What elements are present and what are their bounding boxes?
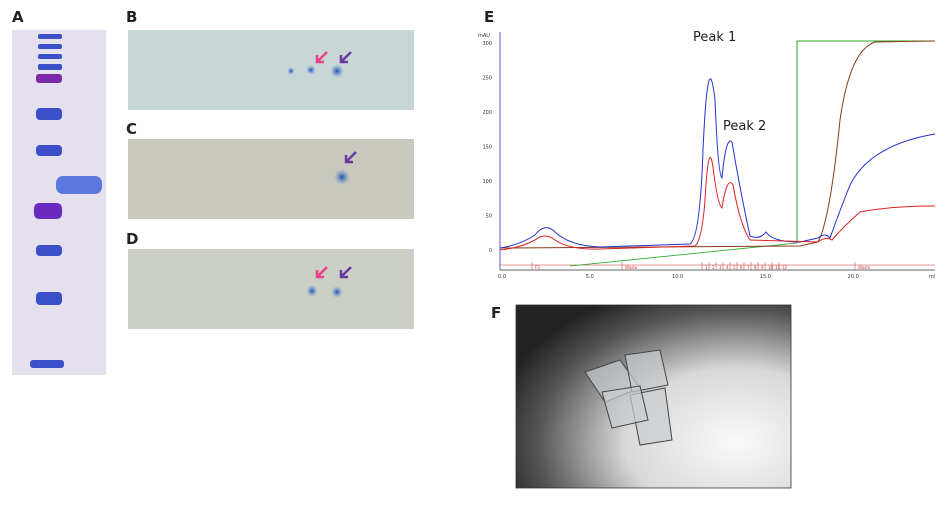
fraction-label: 2 <box>712 265 715 270</box>
gel-strip <box>128 249 414 329</box>
y-tick-label: 0 <box>489 248 492 254</box>
fraction-label: 11 <box>775 265 781 270</box>
fraction-label: 7 <box>747 265 750 270</box>
y-tick-label: 100 <box>482 179 492 185</box>
panel-label: E <box>484 8 494 26</box>
fraction-label: 8 <box>754 265 757 270</box>
gel-image <box>12 30 106 375</box>
fraction-label: 5 <box>733 265 736 270</box>
fraction-label: F3 <box>535 265 540 270</box>
fraction-label: 3 <box>719 265 722 270</box>
chromatogram: Peak 1 Peak 2 mAU 300 250 200 150 100 50 0 0.0 5… <box>478 30 935 280</box>
x-tick-label: 5.0 <box>586 274 594 280</box>
x-tick-label: 0.0 <box>498 274 506 280</box>
crystal-image <box>515 304 792 489</box>
y-tick-label: 300 <box>482 41 492 47</box>
y-tick-label: 150 <box>482 145 492 151</box>
y-tick-label: 200 <box>482 110 492 116</box>
fraction-label: 10 <box>768 265 774 270</box>
peak-annotation: Peak 1 <box>693 30 736 45</box>
fraction-label: 4 <box>726 265 729 270</box>
x-tick-label: 15.0 <box>760 274 771 280</box>
gel-strip <box>128 139 414 219</box>
x-tick-label: 10.0 <box>672 274 683 280</box>
axis-unit: mAU <box>478 33 490 39</box>
fraction-label: 1 <box>705 265 708 270</box>
peak-annotation: Peak 2 <box>723 119 766 134</box>
fraction-label: Waste <box>625 265 638 270</box>
x-tick-label: ml <box>929 274 935 280</box>
fraction-label: 6 <box>740 265 743 270</box>
fraction-label: Waste <box>858 265 871 270</box>
x-tick-label: 20.0 <box>848 274 859 280</box>
panel-label: B <box>126 8 137 26</box>
panel-label: C <box>126 120 137 138</box>
y-tick-label: 250 <box>482 76 492 82</box>
panel-label: F <box>491 304 501 322</box>
fraction-label: 9 <box>761 265 764 270</box>
y-tick-label: 50 <box>486 214 492 220</box>
panel-label: D <box>126 230 138 248</box>
panel-label: A <box>12 8 24 26</box>
fraction-label: 12 <box>782 265 788 270</box>
gel-strip <box>128 30 414 110</box>
